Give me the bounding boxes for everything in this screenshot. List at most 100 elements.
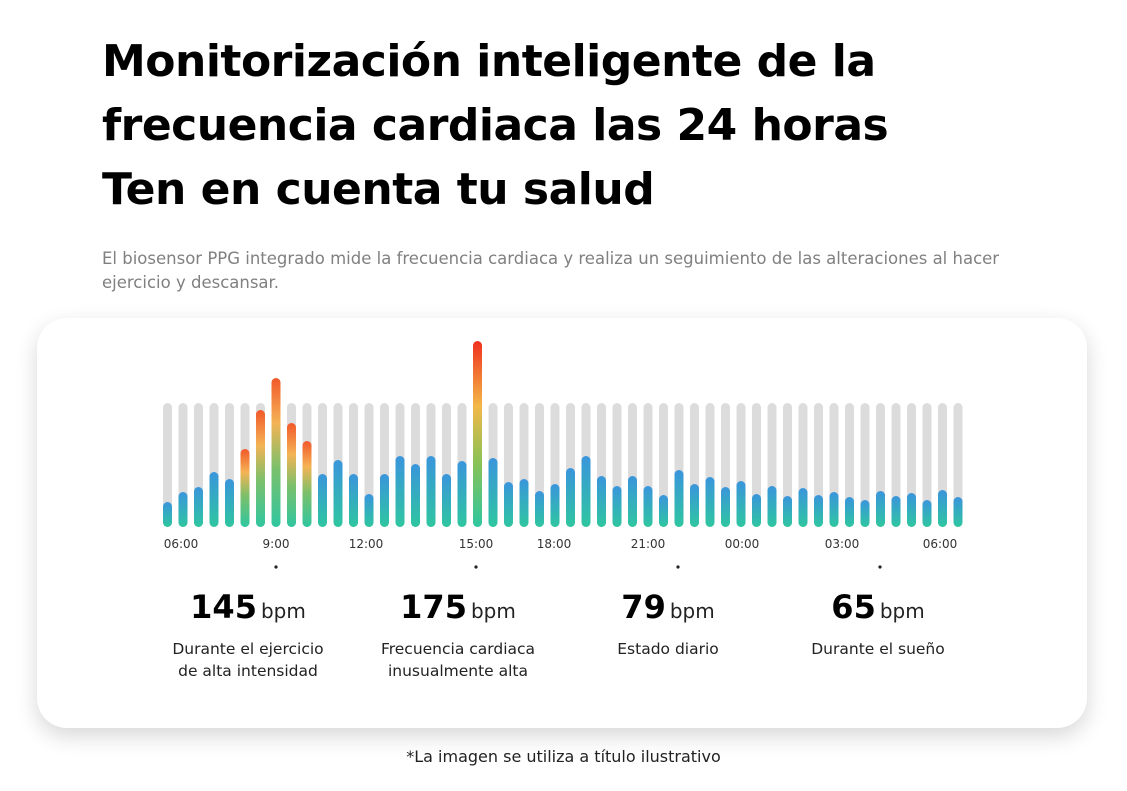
stat-label: Estado diario xyxy=(617,640,719,658)
bar xyxy=(473,341,482,527)
stat-unit: bpm xyxy=(260,599,306,623)
stat-value: 79 xyxy=(621,588,666,626)
stat-value-row: 175 bpm xyxy=(358,588,558,626)
bar xyxy=(752,494,761,527)
bar xyxy=(659,495,668,527)
bar xyxy=(442,474,451,527)
bar xyxy=(426,456,436,527)
stat-label: Frecuencia cardiaca inusualmente alta xyxy=(380,640,536,680)
bar xyxy=(628,476,637,527)
bar xyxy=(845,497,854,527)
dot xyxy=(878,565,882,569)
bar xyxy=(953,497,963,527)
bar xyxy=(721,487,730,527)
title: Monitorización inteligente de la frecuen… xyxy=(102,30,889,222)
bar xyxy=(457,461,467,527)
time-label: 06:00 xyxy=(164,537,199,551)
stat-label: Durante el sueño xyxy=(811,640,945,658)
subtitle: El biosensor PPG integrado mide la frecu… xyxy=(102,249,1000,292)
stat-value: 145 xyxy=(190,588,257,626)
title-line: Ten en cuenta tu salud xyxy=(102,164,655,215)
bar xyxy=(287,423,296,527)
bar xyxy=(736,481,746,527)
dot xyxy=(274,565,278,569)
bar xyxy=(566,468,575,527)
bar xyxy=(829,492,839,527)
bar xyxy=(876,491,885,527)
dot xyxy=(676,565,680,569)
stat-value: 175 xyxy=(400,588,467,626)
bar xyxy=(209,472,219,527)
footnote: *La imagen se utiliza a título ilustrati… xyxy=(406,747,721,766)
time-label: 21:00 xyxy=(631,537,666,551)
bar xyxy=(891,496,901,527)
time-label: 06:00 xyxy=(923,537,958,551)
bar-track xyxy=(163,403,172,527)
bar xyxy=(302,441,312,527)
stat-value-row: 145 bpm xyxy=(148,588,348,626)
bar xyxy=(767,486,777,527)
bar xyxy=(643,486,653,527)
bar xyxy=(597,476,606,527)
bar xyxy=(364,494,374,527)
stat-unit: bpm xyxy=(669,599,715,623)
bar xyxy=(240,449,250,527)
bar-track xyxy=(922,403,932,527)
stat-label: Durante el ejercicio de alta intensidad xyxy=(172,640,324,680)
stat-value-row: 65 bpm xyxy=(778,588,978,626)
time-label: 03:00 xyxy=(825,537,860,551)
bar xyxy=(395,456,405,527)
bar xyxy=(860,500,870,527)
time-label: 9:00 xyxy=(263,537,290,551)
bar xyxy=(256,410,265,527)
bar xyxy=(163,502,172,527)
bar-track xyxy=(783,403,792,527)
bar xyxy=(938,490,947,527)
bar xyxy=(504,482,513,527)
bar xyxy=(318,474,327,527)
bar xyxy=(907,493,916,527)
bar-track xyxy=(891,403,901,527)
bar xyxy=(798,488,808,527)
time-label: 15:00 xyxy=(459,537,494,551)
bar xyxy=(271,378,281,527)
bar-track xyxy=(953,403,963,527)
time-label: 18:00 xyxy=(537,537,572,551)
title-line: Monitorización inteligente de la xyxy=(102,36,876,87)
bar xyxy=(612,486,622,527)
bar xyxy=(488,458,498,527)
bar xyxy=(783,496,792,527)
bar xyxy=(333,460,343,527)
title-line: frecuencia cardiaca las 24 horas xyxy=(102,100,889,151)
bar xyxy=(705,477,715,527)
stat-unit: bpm xyxy=(879,599,925,623)
stat: 175 bpm Frecuencia cardiaca inusualmente a… xyxy=(358,588,558,682)
bar xyxy=(814,495,823,527)
bar xyxy=(550,484,560,527)
bar xyxy=(225,479,234,527)
bar xyxy=(690,484,699,527)
time-label: 00:00 xyxy=(725,537,760,551)
bar xyxy=(380,474,389,527)
bar xyxy=(535,491,544,527)
bar xyxy=(674,470,684,527)
bar xyxy=(194,487,203,527)
bar xyxy=(411,464,420,527)
dot xyxy=(474,565,478,569)
time-label: 12:00 xyxy=(349,537,384,551)
stat: 65 bpm Durante el sueño xyxy=(778,588,978,660)
bar xyxy=(922,500,932,527)
bar xyxy=(581,456,591,527)
bar xyxy=(178,492,188,527)
bar-track xyxy=(860,403,870,527)
stat-value: 65 xyxy=(831,588,876,626)
stat-value-row: 79 bpm xyxy=(568,588,768,626)
stat-unit: bpm xyxy=(470,599,516,623)
stat: 145 bpm Durante el ejercicio de alta inten… xyxy=(148,588,348,682)
bar-track xyxy=(845,403,854,527)
bar xyxy=(519,479,529,527)
bar xyxy=(349,474,358,527)
stat: 79 bpm Estado diario xyxy=(568,588,768,660)
